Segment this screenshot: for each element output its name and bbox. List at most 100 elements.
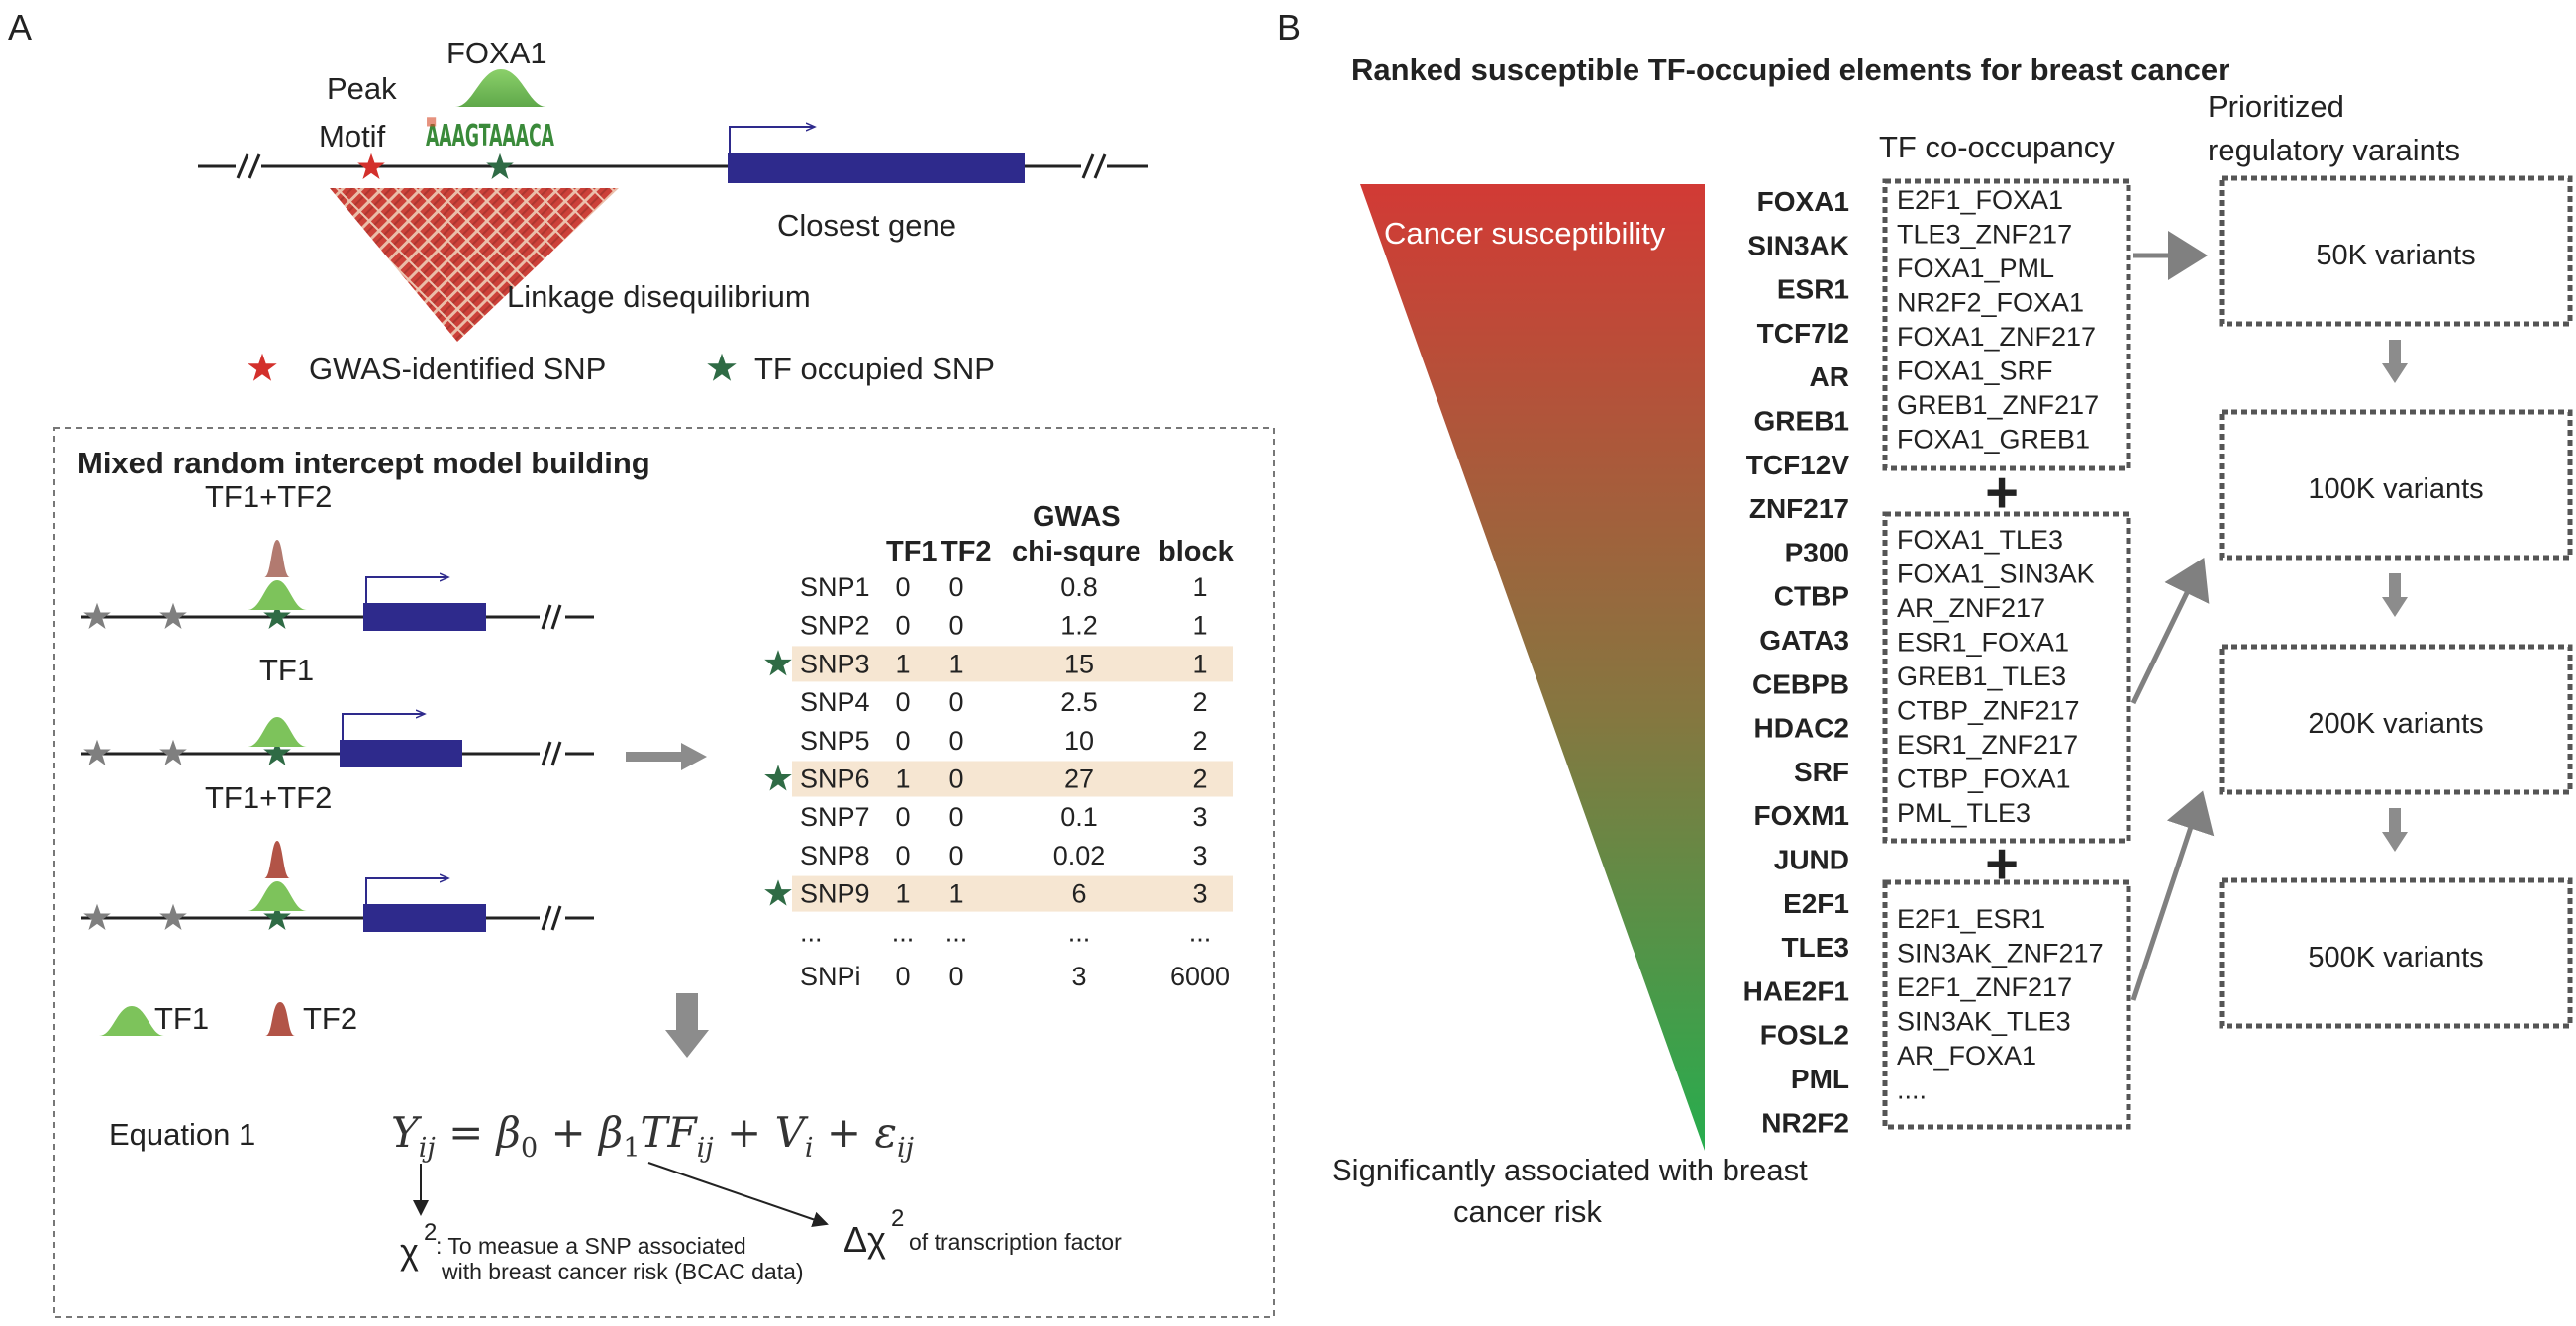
cell-snp: SNP6 (800, 765, 870, 794)
track-gene-box (340, 740, 462, 767)
cooccupancy-pair: NR2F2_FOXA1 (1897, 288, 2084, 318)
cell-tf1: 0 (895, 611, 910, 641)
tf-rank-item: TCF7l2 (1757, 318, 1849, 349)
track-gene-box (363, 603, 486, 631)
variant-set-label: 100K variants (2308, 473, 2483, 505)
tf1-peak (248, 881, 307, 911)
prioritized-header-line1: Prioritized (2208, 89, 2344, 124)
tf2-peak (264, 841, 290, 878)
cell-chi: ... (1068, 917, 1091, 947)
track-break-mark (550, 905, 562, 931)
table-column-header: TF2 (941, 536, 992, 567)
gene-tracks: TF1+TF2 TF1 TF1+TF2 (81, 479, 594, 932)
variant-set-box: 200K variants (2219, 644, 2573, 852)
down-arrow-icon (665, 993, 709, 1058)
panel-b: B Ranked susceptible TF-occupied element… (1277, 7, 2573, 1229)
down-arrow-icon (2382, 808, 2408, 852)
cell-block: 6000 (1170, 962, 1230, 991)
variant-set-label: 50K variants (2316, 240, 2475, 271)
tf-rank-item: CEBPB (1752, 668, 1849, 699)
tf-rank-item: FOSL2 (1760, 1020, 1849, 1051)
variant-box-outline (2219, 644, 2573, 795)
track-break-mark (541, 741, 552, 766)
table-row: SNP3 1 1 15 1 (764, 646, 1233, 682)
cell-chi: 3 (1071, 962, 1086, 991)
cooccupancy-pair: AR_FOXA1 (1897, 1041, 2036, 1071)
cooccupancy-pair: CTBP_FOXA1 (1897, 765, 2071, 794)
cell-chi: 27 (1064, 765, 1094, 794)
cooccupancy-pair: TLE3_ZNF217 (1897, 220, 2072, 250)
cell-chi: 6 (1071, 879, 1086, 909)
cell-tf1: 0 (895, 572, 910, 602)
table-row: SNP5 0 0 10 2 (800, 726, 1208, 756)
tf-legend-label: TF occupied SNP (754, 352, 995, 386)
cooccupancy-groups: E2F1_FOXA1 TLE3_ZNF217 FOXA1_PML NR2F2_FOXA… (1882, 178, 2131, 1130)
tf-rank-item: AR (1810, 361, 1849, 392)
cell-chi: 2.5 (1060, 687, 1098, 717)
cooccupancy-pair: SIN3AK_TLE3 (1897, 1007, 2071, 1037)
table-row: SNP1 0 0 0.8 1 (800, 572, 1208, 602)
delta-chi-superscript: 2 (891, 1205, 904, 1232)
cooccupancy-pair: .... (1897, 1075, 1927, 1105)
cell-tf1: 1 (895, 649, 910, 678)
plus-sign: + (1985, 460, 2019, 525)
cell-tf2: 0 (948, 572, 963, 602)
chi-note-line2: with breast cancer risk (BCAC data) (441, 1259, 804, 1284)
track-break-mark (541, 905, 552, 931)
cooccupancy-pair: FOXA1_TLE3 (1897, 525, 2063, 555)
break-marks-left (236, 153, 261, 179)
foxa1-label: FOXA1 (446, 36, 547, 70)
variant-sets: 50K variants 100K variants 200K variants 50… (2219, 175, 2573, 1029)
table-row: ............... (800, 917, 1211, 947)
cell-block: 2 (1192, 687, 1207, 717)
cell-tf2: 0 (948, 687, 963, 717)
gene-track: TF1+TF2 (81, 780, 594, 932)
table-row: SNP8 0 0 0.02 3 (800, 841, 1208, 870)
variant-set-label: 200K variants (2308, 708, 2483, 740)
group-box (1882, 879, 2131, 1130)
tf2-legend-label: TF2 (303, 1001, 357, 1036)
variant-set-box: 50K variants (2219, 175, 2573, 383)
cooccupancy-pair: ESR1_ZNF217 (1897, 730, 2078, 760)
cell-block: ... (1189, 917, 1212, 947)
cooccupancy-pair: CTBP_ZNF217 (1897, 696, 2080, 726)
right-arrow-icon (626, 743, 707, 770)
cell-chi: 15 (1064, 649, 1094, 678)
tf-snp-star-icon (764, 765, 792, 791)
table-row: SNPi 0 0 3 6000 (800, 962, 1230, 991)
cell-snp: ... (800, 917, 823, 947)
cell-tf1: 0 (895, 687, 910, 717)
ld-heatmap (330, 188, 619, 342)
tf-rank-item: GATA3 (1759, 625, 1849, 656)
tf-rank-item: E2F1 (1783, 888, 1849, 919)
cell-tf2: 0 (948, 802, 963, 832)
cooccupancy-header: TF co-occupancy (1879, 130, 2115, 164)
cooccupancy-pair: PML_TLE3 (1897, 798, 2031, 828)
cell-snp: SNP2 (800, 611, 870, 641)
tf-rank-item: ZNF217 (1749, 493, 1849, 524)
plus-sign: + (1985, 832, 2019, 896)
tf-legend-star-icon (707, 353, 737, 381)
table-column-header: chi-squre (1012, 536, 1141, 567)
cooccupancy-pair: SIN3AK_ZNF217 (1897, 939, 2104, 969)
triangle-bottom-line2: cancer risk (1453, 1194, 1602, 1229)
cell-block: 3 (1192, 841, 1207, 870)
down-arrow-icon (2382, 340, 2408, 383)
cell-tf1: 0 (895, 726, 910, 756)
motif-sequence: AAAGTAAACA (426, 119, 554, 153)
cell-tf1: 0 (895, 841, 910, 870)
tf-rank-item: FOXA1 (1757, 186, 1849, 217)
peak-label: Peak (327, 71, 397, 106)
cooccupancy-pair: GREB1_TLE3 (1897, 662, 2066, 691)
cell-chi: 1.2 (1060, 611, 1098, 641)
break-marks-right (1081, 153, 1107, 179)
tf-rank-item: HAE2F1 (1743, 975, 1849, 1006)
panel-a-label: A (8, 7, 32, 48)
tf-ranking-list: FOXA1 SIN3AK ESR1 TCF7l2 AR GREB1 TCF12V ZNF217… (1743, 186, 1850, 1138)
group3-arrow (2130, 790, 2215, 1001)
tf-rank-item: NR2F2 (1761, 1107, 1849, 1138)
cooccupancy-pair: ESR1_FOXA1 (1897, 628, 2069, 658)
cell-tf1: 1 (895, 765, 910, 794)
cell-snp: SNP3 (800, 649, 870, 678)
table-group-header: GWAS (1033, 501, 1121, 533)
